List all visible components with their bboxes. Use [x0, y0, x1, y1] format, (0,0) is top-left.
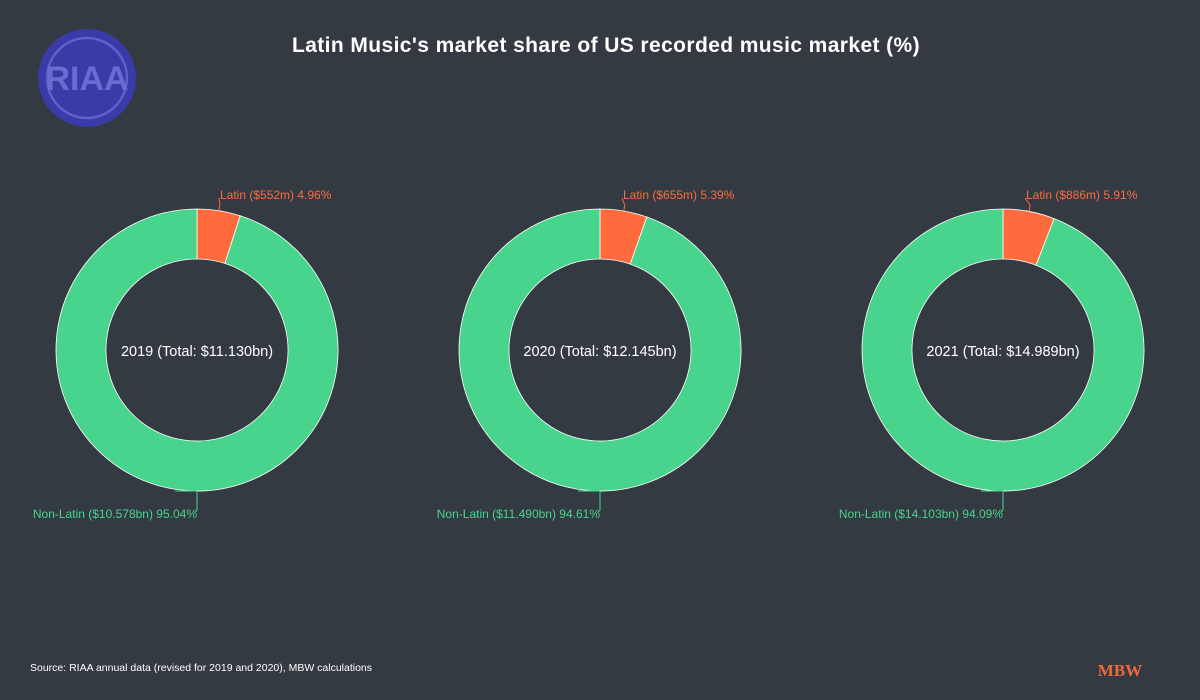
- latin-leader-line: [218, 197, 221, 211]
- chart-title: Latin Music's market share of US recorde…: [291, 34, 921, 57]
- donut-charts: Latin ($552m) 4.96% Non-Latin ($10.578bn)…: [33, 188, 1145, 521]
- source-note: Source: RIAA annual data (revised for 20…: [30, 662, 373, 674]
- non-latin-leader-line: [597, 491, 601, 513]
- non-latin-label: Non-Latin ($10.578bn) 95.04%: [33, 507, 197, 521]
- latin-label: Latin ($655m) 5.39%: [623, 188, 735, 202]
- donut-chart-3: Latin ($886m) 5.91% Non-Latin ($14.103bn)…: [839, 188, 1145, 521]
- latin-label: Latin ($552m) 4.96%: [220, 188, 332, 202]
- latin-leader-line: [1024, 197, 1031, 212]
- latin-label: Latin ($886m) 5.91%: [1026, 188, 1138, 202]
- slice-non-latin[interactable]: [861, 208, 1145, 492]
- non-latin-label: Non-Latin ($14.103bn) 94.09%: [839, 507, 1003, 521]
- center-label: 2019 (Total: $11.130bn): [121, 344, 273, 360]
- riaa-logo: RIAA: [38, 29, 136, 127]
- center-label: 2021 (Total: $14.989bn): [926, 344, 1079, 360]
- donut-chart-1: Latin ($552m) 4.96% Non-Latin ($10.578bn)…: [33, 188, 339, 521]
- center-label: 2020 (Total: $12.145bn): [523, 344, 676, 360]
- slice-non-latin[interactable]: [55, 208, 339, 492]
- slice-non-latin[interactable]: [458, 208, 742, 492]
- riaa-logo-text: RIAA: [45, 60, 128, 98]
- non-latin-leader-line: [194, 491, 198, 513]
- non-latin-leader-line: [1000, 491, 1004, 513]
- mbw-logo: MBW: [1098, 661, 1142, 680]
- latin-leader-line: [621, 197, 626, 212]
- donut-chart-2: Latin ($655m) 5.39% Non-Latin ($11.490bn)…: [437, 188, 742, 521]
- non-latin-label: Non-Latin ($11.490bn) 94.61%: [437, 507, 601, 521]
